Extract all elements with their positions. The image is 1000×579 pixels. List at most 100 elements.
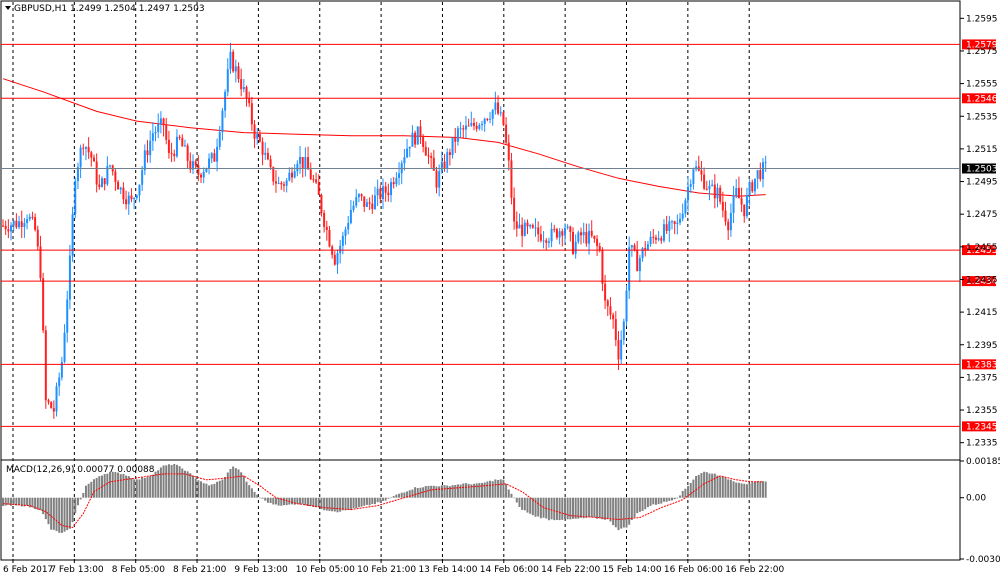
candle-body <box>748 182 751 196</box>
candle-body <box>349 209 352 224</box>
macd-histogram-bar <box>23 497 26 507</box>
macd-histogram-bar <box>400 492 403 498</box>
time-tick-label: 16 Feb 06:00 <box>664 565 723 575</box>
candle-body <box>459 128 462 130</box>
candle-body <box>494 102 497 110</box>
macd-histogram-bar <box>159 467 162 498</box>
candle-body <box>90 152 93 158</box>
candle-body <box>408 146 411 149</box>
candle-body <box>296 163 299 172</box>
macd-histogram-bar <box>459 484 462 498</box>
candle-body <box>373 195 376 210</box>
candle-body <box>569 226 572 233</box>
macd-histogram-bar <box>411 489 414 498</box>
macd-histogram-bar <box>117 472 120 498</box>
candle-body <box>325 226 328 230</box>
candle-body <box>28 216 31 220</box>
macd-histogram-bar <box>481 482 484 498</box>
macd-histogram-bar <box>531 497 534 516</box>
candle-body <box>625 290 628 322</box>
macd-histogram-bar <box>628 497 631 525</box>
time-tick-label: 15 Feb 14:00 <box>603 565 662 575</box>
macd-histogram-bar <box>368 497 371 506</box>
macd-histogram-bar <box>419 487 422 498</box>
macd-histogram-bar <box>598 497 601 519</box>
candle-body <box>274 181 277 184</box>
macd-histogram-bar <box>237 469 240 498</box>
candle-body <box>497 102 500 114</box>
macd-histogram-bar <box>515 497 518 503</box>
macd-histogram-bar <box>403 492 406 498</box>
macd-histogram-bar <box>360 497 363 507</box>
candle-body <box>432 157 435 171</box>
candle-body <box>149 140 152 156</box>
candle-body <box>745 195 748 217</box>
macd-histogram-bar <box>467 483 470 498</box>
candle-body <box>71 214 74 256</box>
candle-body <box>87 147 90 153</box>
macd-histogram-bar <box>582 497 585 519</box>
macd-histogram-bar <box>170 465 173 498</box>
macd-histogram-bar <box>250 488 253 498</box>
macd-histogram-bar <box>63 497 66 532</box>
macd-histogram-bar <box>414 487 417 498</box>
macd-histogram-bar <box>689 482 692 498</box>
candle-body <box>371 203 374 210</box>
macd-histogram-bar <box>352 497 355 509</box>
macd-histogram-bar <box>371 497 374 505</box>
macd-histogram-bar <box>732 481 735 498</box>
macd-histogram-bar <box>20 497 23 507</box>
candle-body <box>234 66 237 72</box>
candle-body <box>381 186 384 200</box>
candle-body <box>122 187 125 200</box>
macd-histogram-bar <box>489 480 492 498</box>
macd-histogram-bar <box>373 497 376 505</box>
candle-body <box>167 139 170 153</box>
macd-panel: 0.00185 0.00 -0.00309 <box>2 457 1000 565</box>
candle-body <box>12 220 15 226</box>
candle-body <box>175 136 178 157</box>
macd-histogram-bar <box>157 470 160 498</box>
candle-body <box>82 147 85 149</box>
candle-body <box>475 125 478 129</box>
level-label: 1.2453 <box>966 246 998 256</box>
candle-body <box>360 194 363 197</box>
macd-histogram-bar <box>226 472 229 498</box>
macd-histogram-bar <box>416 488 419 498</box>
candle-body <box>232 51 235 72</box>
macd-histogram-bar <box>406 491 409 498</box>
candle-body <box>146 150 149 156</box>
candle-body <box>598 246 601 251</box>
macd-histogram-bar <box>28 497 31 508</box>
candle-body <box>66 299 69 333</box>
macd-histogram-bar <box>301 497 304 504</box>
macd-histogram-bar <box>398 493 401 498</box>
candle-body <box>162 118 165 126</box>
candle-body <box>309 169 312 180</box>
candle-body <box>478 125 481 129</box>
candle-body <box>183 145 186 147</box>
candle-body <box>47 400 50 403</box>
candle-body <box>502 112 505 125</box>
candle-body <box>617 339 620 360</box>
macd-histogram-bar <box>285 497 288 506</box>
macd-histogram-bar <box>213 483 216 498</box>
candle-body <box>15 220 18 228</box>
candle-body <box>681 213 684 219</box>
level-label-box <box>962 245 996 256</box>
macd-histogram-bar <box>448 486 451 498</box>
macd-histogram-bar <box>625 497 628 528</box>
candle-body <box>529 224 532 227</box>
candle-body <box>703 174 706 189</box>
macd-histogram-bar <box>68 497 71 529</box>
moving-average-line <box>2 78 766 197</box>
candle-body <box>208 158 211 168</box>
macd-histogram-bar <box>748 483 751 498</box>
macd-histogram-bar <box>245 481 248 498</box>
macd-histogram-bar <box>620 497 623 529</box>
candle-body <box>365 202 368 207</box>
macd-histogram-bar <box>596 497 599 519</box>
candle-body <box>36 229 39 247</box>
macd-histogram-bar <box>125 475 128 498</box>
macd-histogram-bar <box>363 497 366 506</box>
